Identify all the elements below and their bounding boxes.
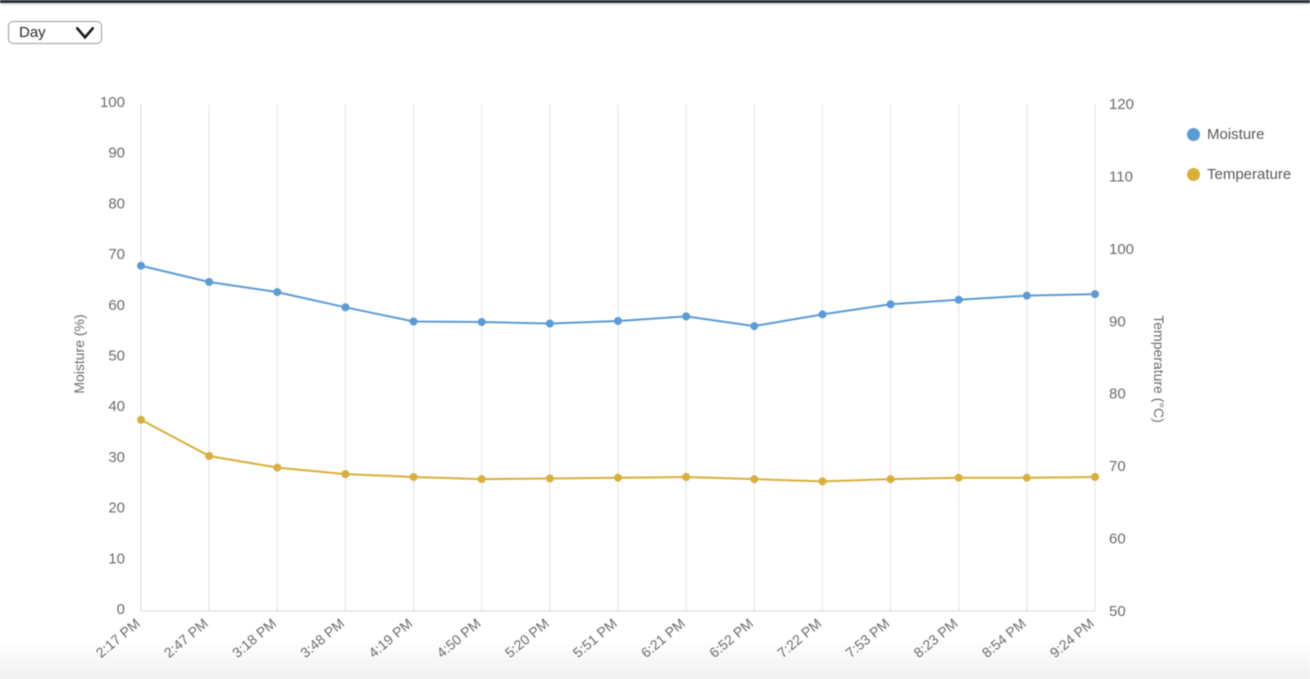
svg-text:80: 80 — [1109, 386, 1126, 403]
svg-text:8:23 PM: 8:23 PM — [910, 615, 960, 661]
svg-text:5:51 PM: 5:51 PM — [570, 615, 620, 661]
svg-text:2:47 PM: 2:47 PM — [161, 615, 211, 661]
svg-text:80: 80 — [108, 195, 125, 212]
svg-text:6:52 PM: 6:52 PM — [706, 615, 756, 661]
svg-text:10: 10 — [108, 550, 125, 567]
svg-text:120: 120 — [1109, 96, 1134, 113]
svg-text:9:24 PM: 9:24 PM — [1047, 615, 1097, 661]
svg-text:2:17 PM: 2:17 PM — [93, 615, 143, 661]
svg-text:3:48 PM: 3:48 PM — [297, 615, 347, 661]
svg-text:4:50 PM: 4:50 PM — [433, 615, 483, 661]
svg-text:60: 60 — [1109, 531, 1126, 548]
svg-text:100: 100 — [1109, 241, 1134, 258]
svg-text:110: 110 — [1109, 168, 1133, 185]
svg-text:0: 0 — [117, 601, 125, 618]
svg-text:100: 100 — [100, 94, 125, 111]
svg-text:4:19 PM: 4:19 PM — [365, 615, 415, 661]
svg-text:3:18 PM: 3:18 PM — [229, 615, 279, 661]
svg-text:5:20 PM: 5:20 PM — [502, 615, 552, 661]
svg-text:90: 90 — [108, 145, 125, 162]
svg-text:8:54 PM: 8:54 PM — [979, 615, 1029, 661]
svg-text:70: 70 — [108, 246, 125, 263]
svg-text:50: 50 — [108, 348, 125, 365]
svg-text:70: 70 — [1109, 458, 1126, 475]
svg-text:7:53 PM: 7:53 PM — [842, 615, 892, 661]
svg-text:50: 50 — [1109, 603, 1126, 620]
svg-text:20: 20 — [108, 500, 125, 517]
svg-text:60: 60 — [108, 297, 125, 314]
svg-text:40: 40 — [108, 398, 125, 415]
svg-text:30: 30 — [108, 449, 125, 466]
svg-text:90: 90 — [1109, 313, 1126, 330]
svg-text:7:22 PM: 7:22 PM — [774, 615, 824, 661]
svg-text:6:21 PM: 6:21 PM — [638, 615, 688, 661]
